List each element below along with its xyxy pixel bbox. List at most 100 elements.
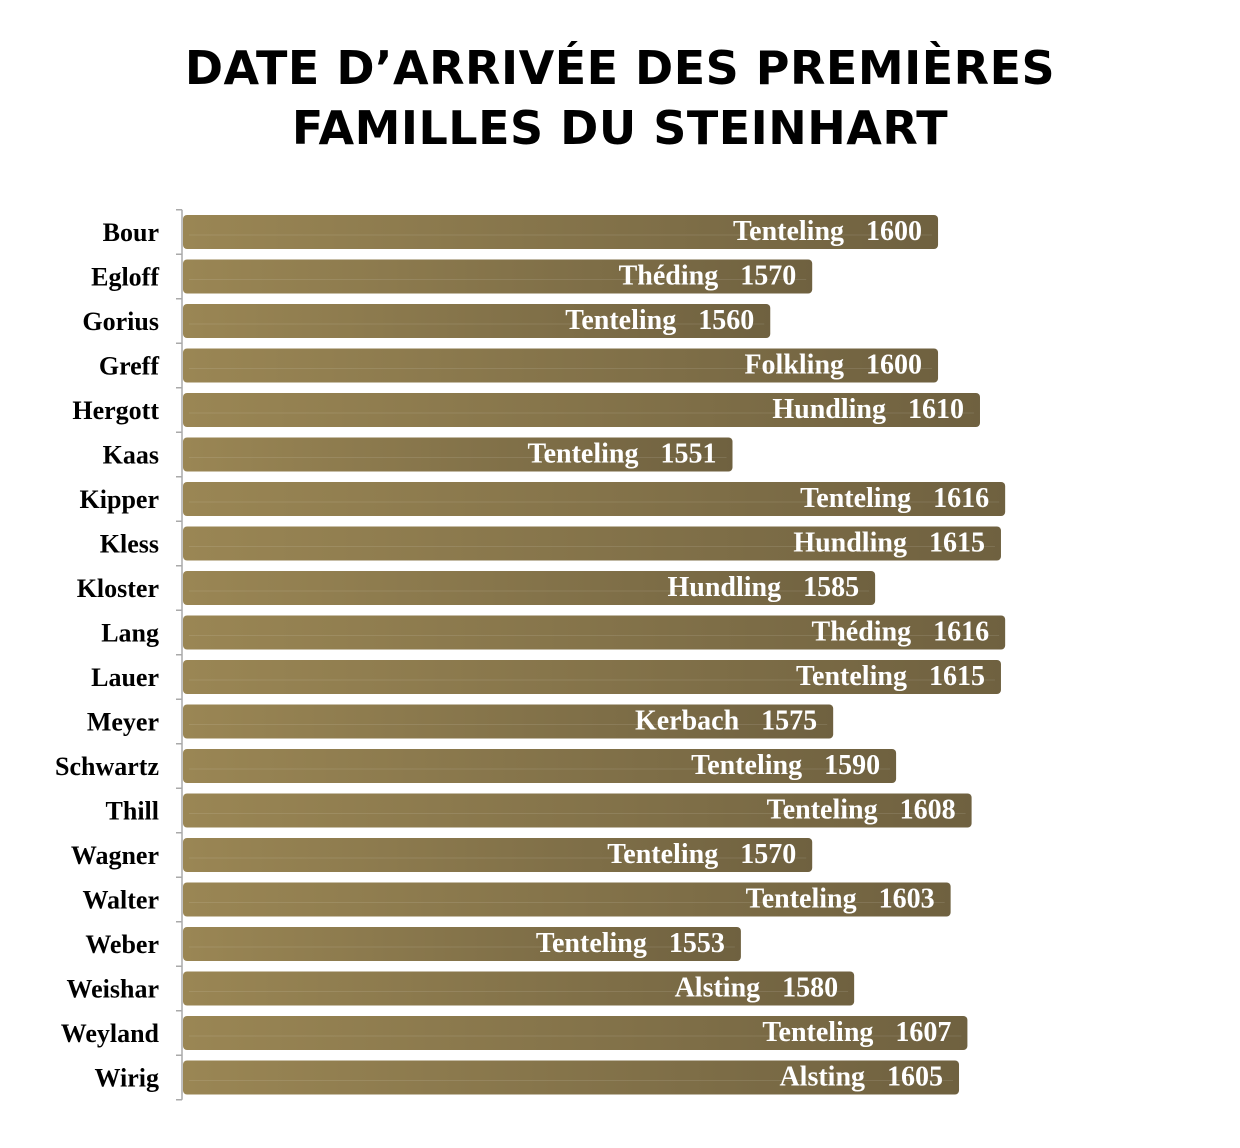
bar-label-year: 1615 [929, 661, 985, 692]
bar-lang [183, 615, 1006, 650]
bar-weber [183, 927, 741, 961]
bar-label-year: 1616 [933, 483, 989, 514]
bar-label-place: Tenteling [800, 483, 911, 514]
bar-label-wirig: Alsting 1605 [779, 1062, 943, 1093]
bar-label-year: 1580 [782, 973, 838, 1004]
category-labels: Bour Egloff Gorius Greff Hergott Kaas Kipper Kl… [55, 218, 160, 1093]
bar-label-year: 1575 [761, 706, 817, 737]
bar-kloster [183, 571, 876, 605]
bar-label-place: Alsting [779, 1062, 865, 1093]
bar-thill [183, 793, 972, 828]
bar-label-place: Tenteling [528, 439, 639, 470]
bar-label-year: 1570 [740, 839, 796, 870]
category-label-gorius: Gorius [82, 307, 159, 336]
bar-label-year: 1590 [824, 750, 880, 781]
bar-label-year: 1607 [895, 1017, 951, 1048]
bar-label-year: 1585 [803, 572, 859, 603]
category-label-lang: Lang [101, 619, 159, 648]
chart-title-line-1: DATE D’ARRIVÉE DES PREMIÈRES [184, 41, 1056, 95]
bar-label-place: Hundling [793, 528, 907, 559]
bar-label-schwartz: Tenteling 1590 [691, 750, 880, 781]
bar-greff [183, 348, 939, 383]
bar-label-place: Folkling [744, 350, 844, 381]
bar-label-place: Tenteling [733, 216, 844, 247]
bar-label-place: Hundling [667, 572, 781, 603]
bar-label-year: 1553 [669, 928, 725, 959]
bar-label-place: Tenteling [767, 795, 878, 826]
bar-label-weber: Tenteling 1553 [536, 928, 725, 959]
bar-label-year: 1610 [908, 394, 964, 425]
bar-label-place: Kerbach [635, 706, 740, 737]
bar-label-thill: Tenteling 1608 [767, 795, 956, 826]
chart-title: DATE D’ARRIVÉE DES PREMIÈRES FAMILLES DU… [0, 38, 1240, 158]
bar-gorius [183, 304, 771, 338]
chart-title-line-2: FAMILLES DU STEINHART [291, 101, 949, 155]
category-label-weishar: Weishar [67, 975, 159, 1004]
bar-label-year: 1605 [887, 1062, 943, 1093]
bar-meyer [183, 704, 834, 739]
bar-label-year: 1608 [900, 795, 956, 826]
bar-label-gorius: Tenteling 1560 [565, 305, 754, 336]
bar-label-kaas: Tenteling 1551 [528, 439, 717, 470]
category-label-kloster: Kloster [77, 574, 159, 603]
bar-label-lauer: Tenteling 1615 [796, 661, 985, 692]
bar-label-year: 1600 [866, 216, 922, 247]
category-label-kipper: Kipper [80, 485, 159, 514]
bar-kipper [183, 482, 1006, 516]
bar-walter [183, 882, 951, 917]
bar-label-egloff: Théding 1570 [619, 261, 797, 292]
category-label-thill: Thill [106, 797, 159, 826]
bar-label-greff: Folkling 1600 [744, 350, 922, 381]
category-label-walter: Walter [82, 886, 159, 915]
bar-label-place: Alsting [675, 973, 761, 1004]
category-label-weber: Weber [85, 930, 159, 959]
category-label-wirig: Wirig [94, 1064, 159, 1093]
category-label-kless: Kless [100, 530, 159, 559]
category-label-wagner: Wagner [71, 841, 159, 870]
bar-label-place: Tenteling [565, 305, 676, 336]
bar-label-weishar: Alsting 1580 [675, 973, 839, 1004]
bars [183, 215, 1006, 1095]
bar-label-place: Tenteling [691, 750, 802, 781]
bar-labels: Tenteling 1600 Théding 1570 Tenteling 1560 Fol… [528, 216, 990, 1093]
bar-label-bour: Tenteling 1600 [733, 216, 922, 247]
bar-egloff [183, 259, 813, 294]
bar-weyland [183, 1016, 968, 1050]
bar-label-place: Tenteling [607, 839, 718, 870]
bar-label-kless: Hundling 1615 [793, 528, 985, 559]
bar-kaas [183, 437, 733, 472]
bar-label-year: 1560 [698, 305, 754, 336]
category-label-kaas: Kaas [103, 441, 159, 470]
y-axis [176, 209, 183, 1101]
category-label-lauer: Lauer [91, 663, 159, 692]
bar-label-place: Tenteling [796, 661, 907, 692]
bar-label-year: 1551 [661, 439, 717, 470]
bar-label-weyland: Tenteling 1607 [762, 1017, 951, 1048]
category-label-schwartz: Schwartz [55, 752, 159, 781]
category-label-bour: Bour [103, 218, 159, 247]
bar-label-wagner: Tenteling 1570 [607, 839, 796, 870]
bar-bour [183, 215, 939, 249]
bar-label-year: 1603 [879, 884, 935, 915]
bar-label-place: Tenteling [762, 1017, 873, 1048]
category-label-greff: Greff [99, 352, 159, 381]
bar-label-place: Tenteling [536, 928, 647, 959]
category-label-weyland: Weyland [61, 1019, 160, 1048]
bar-hergott [183, 393, 980, 427]
bar-kless [183, 526, 1001, 561]
bar-label-year: 1615 [929, 528, 985, 559]
bar-label-place: Théding [812, 617, 912, 648]
bar-label-walter: Tenteling 1603 [746, 884, 935, 915]
category-label-hergott: Hergott [72, 396, 159, 425]
bar-label-place: Théding [619, 261, 719, 292]
bar-lauer [183, 660, 1001, 694]
bar-wagner [183, 838, 813, 872]
bar-schwartz [183, 749, 897, 783]
bar-label-kipper: Tenteling 1616 [800, 483, 989, 514]
category-label-meyer: Meyer [87, 708, 159, 737]
bar-weishar [183, 971, 855, 1006]
bar-label-meyer: Kerbach 1575 [635, 706, 817, 737]
bar-label-year: 1570 [740, 261, 796, 292]
bar-label-year: 1616 [933, 617, 989, 648]
